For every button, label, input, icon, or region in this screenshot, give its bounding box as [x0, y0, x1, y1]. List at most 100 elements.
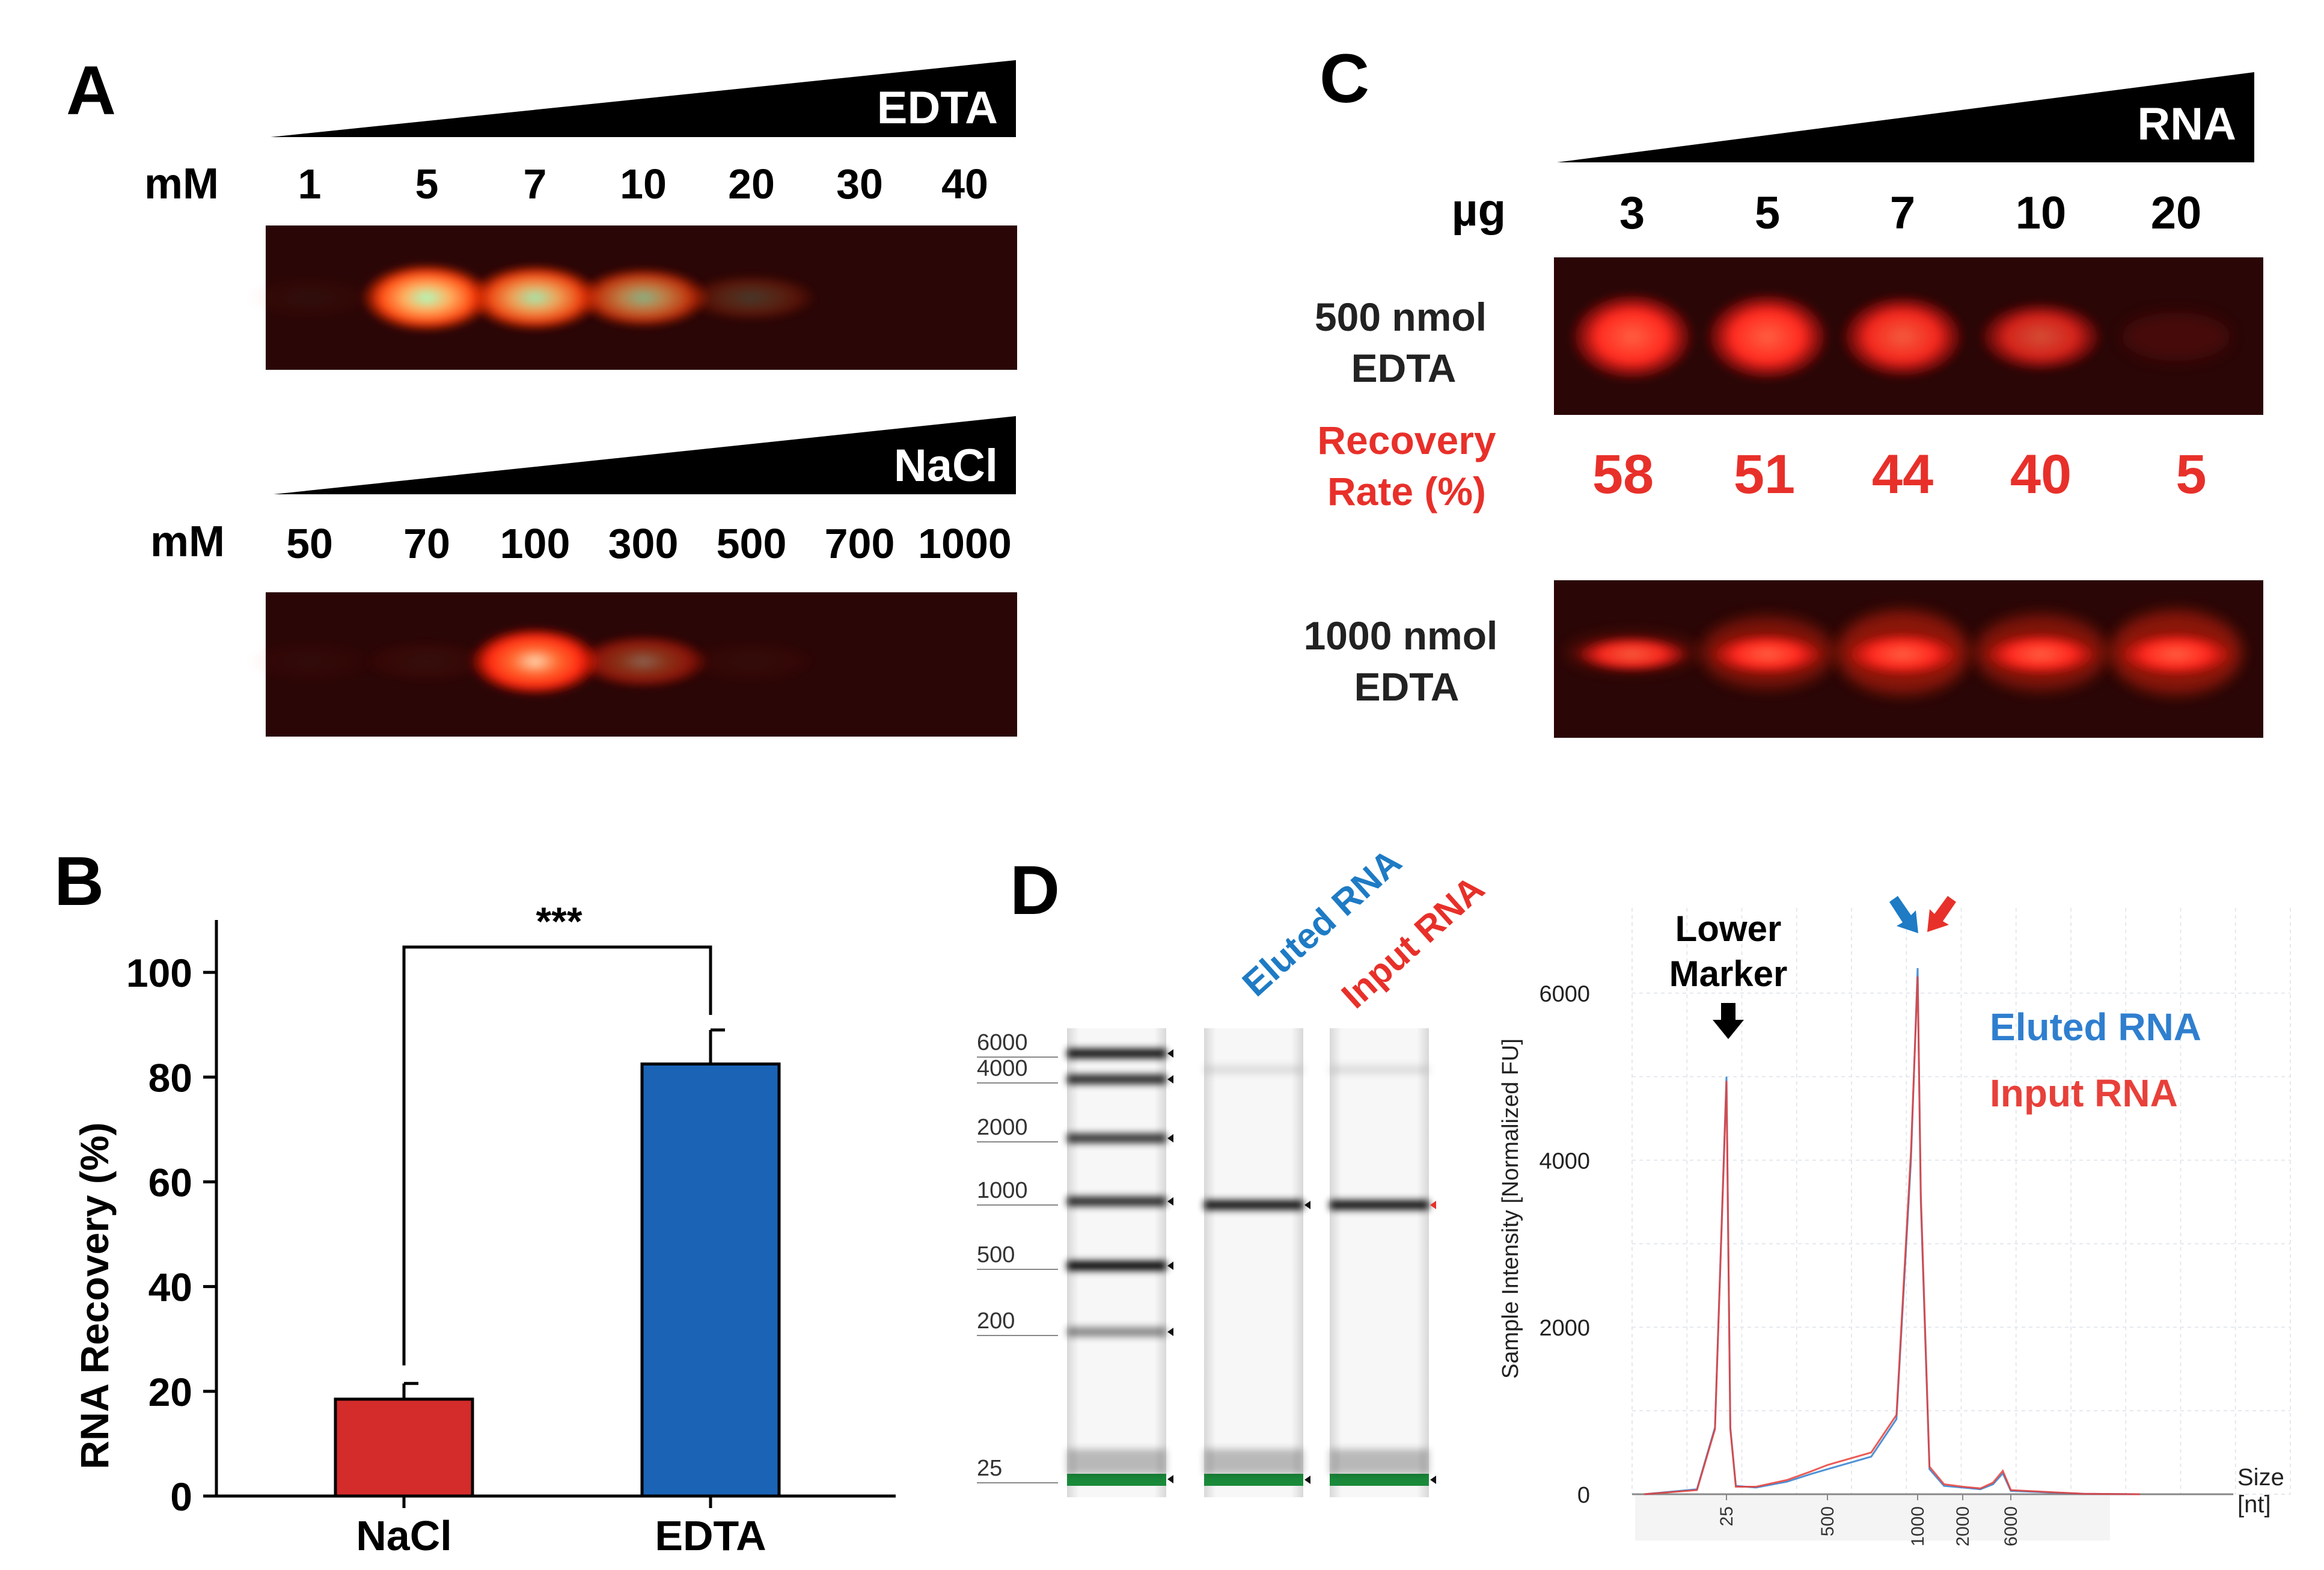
rna-lane-label: 5	[1755, 188, 1780, 239]
recovery-value: 44	[1872, 444, 1933, 505]
lower-marker-shadow	[1204, 1449, 1303, 1474]
y-tick-label: 20	[148, 1370, 192, 1414]
x-tick-label: NaCl	[356, 1512, 451, 1559]
legend-input: Input RNA	[1990, 1072, 2178, 1115]
ladder-size-label: 6000	[977, 1030, 1028, 1055]
lower-marker-band	[1067, 1474, 1166, 1486]
lower-marker-band	[1204, 1474, 1303, 1486]
nacl-bands	[361, 627, 818, 696]
bar-chart: 0 20 40 60 80 100 NaCl EDTA	[126, 920, 896, 1559]
rna-lane-label: 7	[1890, 188, 1915, 239]
x-tick-label: EDTA	[655, 1512, 766, 1559]
ladder-arrow	[1167, 1134, 1173, 1142]
epg-ylabel: Sample Intensity [Normalized FU]	[1498, 1038, 1523, 1379]
rna-unit-label: µg	[1452, 185, 1506, 236]
lower-marker-line1: Lower	[1675, 909, 1782, 949]
lower-marker-shadow	[1067, 1449, 1166, 1474]
ladder-size-label: 500	[977, 1242, 1015, 1268]
nacl-lane-label: 1000	[918, 520, 1012, 567]
lower-marker-line2: Marker	[1669, 954, 1788, 994]
edta-lane-labels: 1 5 7 10 20 30 40	[298, 161, 988, 207]
edta-band	[685, 274, 818, 322]
lower-marker-shadow	[1330, 1449, 1429, 1474]
gel-lane-bg	[1204, 1028, 1303, 1497]
electropherogram: 0 2000 4000 6000 25 500 1000 2000 6000	[1539, 896, 2291, 1547]
sample-faint-band	[1204, 1066, 1303, 1074]
ladder-band	[1067, 1197, 1166, 1206]
rna-lane-label: 10	[2016, 188, 2067, 239]
ladder-arrow	[1167, 1049, 1173, 1058]
nacl-lane-label: 500	[717, 520, 787, 567]
edta-lane-label: 10	[620, 161, 667, 207]
recovery-label-line2: Rate (%)	[1327, 469, 1486, 514]
nacl-lane-label: 700	[825, 520, 895, 567]
edta-lane-label: 1	[298, 161, 322, 207]
rna-lane-label: 20	[2151, 188, 2202, 239]
bar-nacl	[334, 1397, 474, 1498]
ladder-size-label: 1000	[977, 1178, 1028, 1203]
ladder-arrow	[1167, 1328, 1173, 1336]
nacl-band	[469, 627, 601, 696]
nacl-wedge	[274, 416, 1016, 494]
epg-y-tick-label: 2000	[1539, 1316, 1590, 1341]
edta-lane-label: 30	[836, 161, 883, 207]
epg-y-tick-label: 6000	[1539, 982, 1590, 1007]
nacl-unit-label: mM	[150, 518, 225, 566]
panel-a-label: A	[66, 52, 116, 129]
recovery-value: 51	[1734, 444, 1795, 505]
ladder-size-label: 4000	[977, 1056, 1028, 1081]
sample-arrow	[1430, 1201, 1436, 1209]
recovery-value: 40	[2010, 444, 2072, 505]
edta-wedge	[271, 60, 1016, 137]
ladder-size-label: 200	[977, 1308, 1015, 1334]
gel1-band	[1569, 292, 1695, 382]
panel-d-label: D	[1010, 852, 1060, 929]
bar-edta	[640, 1063, 781, 1498]
epg-y-tick-label: 4000	[1539, 1148, 1590, 1174]
gel1-band	[2122, 313, 2230, 361]
edta-band	[243, 277, 376, 319]
ladder-arrow	[1167, 1197, 1173, 1206]
gel2-label-line2: EDTA	[1354, 664, 1460, 709]
epg-x-tick-label: 2000	[1953, 1506, 1973, 1547]
sample-arrow	[1304, 1201, 1310, 1209]
sample-band	[1330, 1200, 1429, 1210]
nacl-band	[577, 634, 709, 689]
edta-wedge-label: EDTA	[877, 82, 998, 133]
gel2-band	[1710, 633, 1824, 676]
ladder-arrow	[1167, 1262, 1173, 1270]
gel2-band	[1575, 636, 1689, 673]
rna-wedge-label: RNA	[2137, 99, 2236, 150]
ladder-band	[1067, 1261, 1166, 1271]
significance-label: ***	[536, 899, 582, 943]
gel2-band	[1984, 633, 2098, 676]
panel-b-label: B	[54, 843, 104, 920]
panel-c-label: C	[1319, 40, 1369, 117]
gel1-label-line2: EDTA	[1351, 346, 1457, 390]
nacl-wedge-label: NaCl	[894, 440, 998, 491]
nacl-band	[685, 640, 818, 683]
rna-wedge	[1557, 72, 2254, 162]
y-tick-label: 60	[148, 1160, 192, 1204]
epg-x-strip	[1635, 1495, 2110, 1541]
epg-series-input-rna	[1644, 976, 2141, 1495]
sample-band	[1204, 1200, 1303, 1210]
epg-x-tick-label: 1000	[1908, 1506, 1928, 1547]
ladder-size-label: 25	[977, 1456, 1002, 1481]
nacl-lane-label: 100	[500, 520, 570, 567]
lower-marker-arrow	[1713, 1003, 1744, 1039]
y-tick-label: 100	[126, 951, 192, 995]
nacl-lane-label: 300	[608, 520, 679, 567]
bar-chart-ylabel: RNA Recovery (%)	[72, 1122, 117, 1469]
significance-bracket	[402, 945, 712, 1366]
edta-band	[577, 266, 709, 329]
panel-a: A EDTA mM 1 5 7 10 20 30 40 NaCl mM 50 70 100 300…	[66, 52, 1017, 737]
ladder-band	[1067, 1075, 1166, 1084]
edta-lane-label: 5	[415, 161, 439, 207]
marker-arrow	[1304, 1476, 1310, 1484]
gel1-band	[1978, 301, 2104, 373]
legend-eluted: Eluted RNA	[1990, 1005, 2201, 1049]
